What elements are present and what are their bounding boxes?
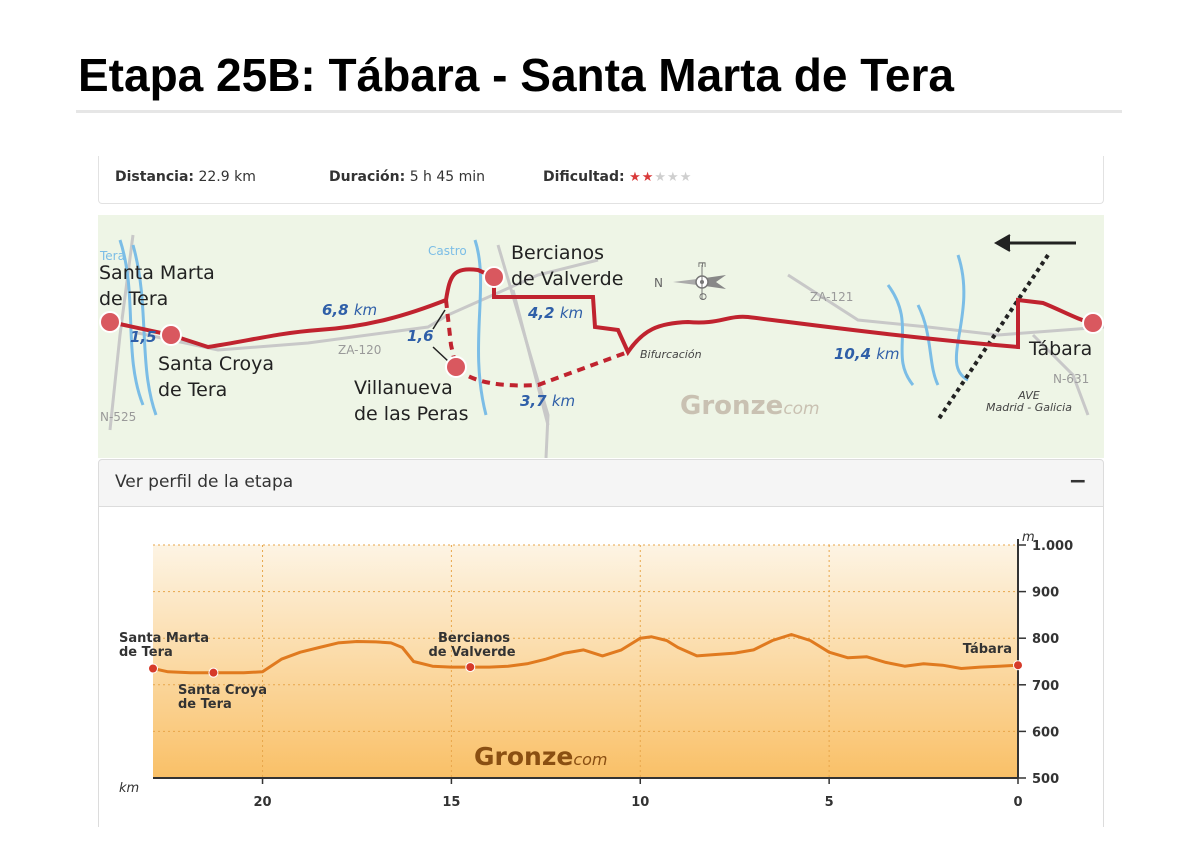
star-filled-icon: ★ xyxy=(629,170,642,185)
marker-tabara xyxy=(1082,312,1104,334)
map-markers xyxy=(99,266,1104,378)
place-santa-marta-line2: de Tera xyxy=(99,288,169,310)
place-villanueva-line2: de las Peras xyxy=(354,403,469,425)
title-divider xyxy=(76,110,1122,113)
place-bercianos-line1: Bercianos xyxy=(511,242,605,264)
star-filled-icon: ★ xyxy=(641,170,655,185)
place-santa-marta: Santa Marta de Tera xyxy=(99,260,215,312)
place-santa-croya: Santa Croya de Tera xyxy=(158,351,274,403)
road-label-n525: N-525 xyxy=(100,410,137,424)
distance-label-5-num: 3,7 xyxy=(520,392,547,410)
place-santa-croya-line2: de Tera xyxy=(158,379,228,401)
road-label-za120: ZA-120 xyxy=(338,343,382,357)
distance-label-6-num: 10,4 xyxy=(834,345,872,363)
leader-line-1 xyxy=(432,309,446,330)
river-east-3 xyxy=(954,254,969,382)
place-villanueva: Villanueva de las Peras xyxy=(354,375,468,427)
distance-label-4-num: 4,2 xyxy=(528,304,555,322)
place-santa-croya-line1: Santa Croya xyxy=(158,353,275,375)
compass-icon xyxy=(673,265,726,299)
road-za120-east xyxy=(447,258,599,317)
difficulty-info: Dificultad: ★★★★★ xyxy=(543,169,692,185)
route-map[interactable]: N E O Tera Castro N-525 ZA-120 ZA-121 N-… xyxy=(98,215,1104,458)
marker-santa-marta xyxy=(99,311,121,333)
distance-label-5-unit: km xyxy=(551,392,576,410)
distance-label-2: 6,8 km xyxy=(322,301,377,319)
roads xyxy=(108,234,1104,458)
place-villanueva-line1: Villanueva xyxy=(354,377,453,399)
distance-label-1: 1,5 xyxy=(130,328,157,346)
duration-value: 5 h 45 min xyxy=(409,169,486,185)
star-empty-icon: ★ xyxy=(667,170,680,185)
ave-label-line1: AVE xyxy=(1018,389,1040,402)
distance-label-6: 10,4 km xyxy=(834,345,900,363)
distance-label: Distancia: xyxy=(115,169,195,185)
river-east-1 xyxy=(886,284,915,386)
ave-label: AVE Madrid - Galicia xyxy=(986,390,1072,414)
difficulty-stars: ★★★★★ xyxy=(629,170,692,185)
compass-o: O xyxy=(696,292,708,301)
map-brand-logo: Gronzecom xyxy=(680,391,820,421)
distance-label-6-unit: km xyxy=(876,345,900,363)
direction-arrow-icon xyxy=(993,234,1076,252)
place-santa-marta-line1: Santa Marta xyxy=(99,262,215,284)
river-castro xyxy=(473,239,488,416)
duration-info: Duración: 5 h 45 min xyxy=(329,169,485,185)
profile-panel-body xyxy=(98,505,1104,827)
marker-bercianos xyxy=(483,266,505,288)
distance-label-4: 4,2 km xyxy=(528,304,583,322)
star-empty-icon: ★ xyxy=(679,170,693,185)
rivers xyxy=(118,239,969,416)
river-tera-2 xyxy=(131,244,158,416)
place-bercianos: Bercianos de Valverde xyxy=(511,240,623,292)
ave-label-line2: Madrid - Galicia xyxy=(986,401,1072,414)
profile-panel-title: Ver perfil de la etapa xyxy=(115,472,294,492)
distance-info: Distancia: 22.9 km xyxy=(115,169,256,185)
road-n525 xyxy=(108,234,135,431)
route-main xyxy=(109,267,1094,357)
river-label-tera: Tera xyxy=(100,249,125,263)
collapse-button[interactable]: − xyxy=(1068,469,1087,494)
map-brand-suffix: com xyxy=(783,399,820,419)
river-label-castro: Castro xyxy=(428,244,467,258)
marker-santa-croya xyxy=(160,324,182,346)
distance-label-3: 1,6 xyxy=(407,327,434,345)
duration-label: Duración: xyxy=(329,169,406,185)
distance-label-2-num: 6,8 xyxy=(322,301,349,319)
place-tabara: Tábara xyxy=(1029,338,1093,360)
compass-n: N xyxy=(654,276,663,290)
distance-label-5: 3,7 km xyxy=(520,392,575,410)
road-label-za121: ZA-121 xyxy=(810,290,854,304)
river-east-2 xyxy=(916,304,940,386)
distance-label-2-unit: km xyxy=(353,301,378,319)
compass-e: E xyxy=(695,261,707,268)
bifurcation-label: Bifurcación xyxy=(640,348,702,361)
river-tera-1 xyxy=(118,239,145,406)
marker-villanueva xyxy=(445,356,467,378)
road-label-n631: N-631 xyxy=(1053,372,1090,386)
stage-info-bar: Distancia: 22.9 km Duración: 5 h 45 min … xyxy=(98,156,1104,204)
map-brand-name: Gronze xyxy=(680,391,784,421)
route-alternative-villanueva xyxy=(444,299,629,388)
railway-ave xyxy=(936,253,1050,422)
road-minor-2 xyxy=(511,289,550,426)
road-za121 xyxy=(787,273,1104,337)
profile-panel-header[interactable]: Ver perfil de la etapa − xyxy=(98,459,1104,507)
route-map-graphic xyxy=(99,234,1104,458)
difficulty-label: Dificultad: xyxy=(543,169,625,185)
star-empty-icon: ★ xyxy=(654,170,668,185)
place-bercianos-line2: de Valverde xyxy=(511,268,624,290)
page-title: Etapa 25B: Tábara - Santa Marta de Tera xyxy=(78,49,954,101)
distance-label-4-unit: km xyxy=(559,304,584,322)
road-za120 xyxy=(137,313,449,352)
road-n631 xyxy=(1031,333,1090,416)
leader-line-2 xyxy=(432,346,449,362)
distance-value: 22.9 km xyxy=(198,169,256,185)
